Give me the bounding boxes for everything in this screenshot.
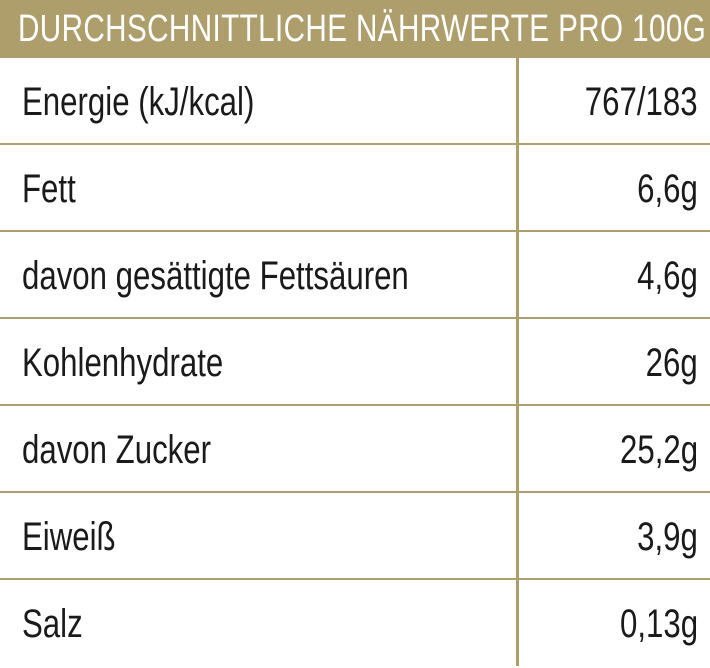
table-row-salz: Salz 0,13g (0, 580, 710, 668)
table-row-fett: Fett 6,6g (0, 145, 710, 233)
row-label: Kohlenhydrate (22, 341, 224, 385)
table-title: DURCHSCHNITTLICHE NÄHRWERTE PRO 100G (18, 8, 707, 50)
row-divider (0, 317, 710, 319)
row-divider (0, 491, 710, 493)
row-divider (0, 230, 710, 232)
row-value: 0,13g (619, 602, 698, 646)
table-header: DURCHSCHNITTLICHE NÄHRWERTE PRO 100G (0, 0, 710, 58)
row-value: 25,2g (619, 428, 698, 472)
row-label: davon Zucker (22, 428, 212, 472)
row-label: Eiweiß (22, 515, 116, 559)
row-divider (0, 143, 710, 145)
row-label: Energie (kJ/kcal) (22, 80, 255, 124)
row-label: davon gesättigte Fettsäuren (22, 254, 409, 298)
row-divider (0, 578, 710, 580)
table-row-energie: Energie (kJ/kcal) 767/183 (0, 58, 710, 146)
row-value: 3,9g (637, 515, 698, 559)
column-divider (516, 58, 519, 666)
table-row-eiweiss: Eiweiß 3,9g (0, 493, 710, 581)
table-row-zucker: davon Zucker 25,2g (0, 406, 710, 494)
row-value: 26g (645, 341, 698, 385)
row-label: Salz (22, 602, 83, 646)
row-label: Fett (22, 167, 76, 211)
row-value: 6,6g (637, 167, 698, 211)
row-value: 767/183 (585, 80, 698, 124)
row-value: 4,6g (637, 254, 698, 298)
table-row-gesaettigte-fettsaeuren: davon gesättigte Fettsäuren 4,6g (0, 232, 710, 320)
table-row-kohlenhydrate: Kohlenhydrate 26g (0, 319, 710, 407)
row-divider (0, 404, 710, 406)
